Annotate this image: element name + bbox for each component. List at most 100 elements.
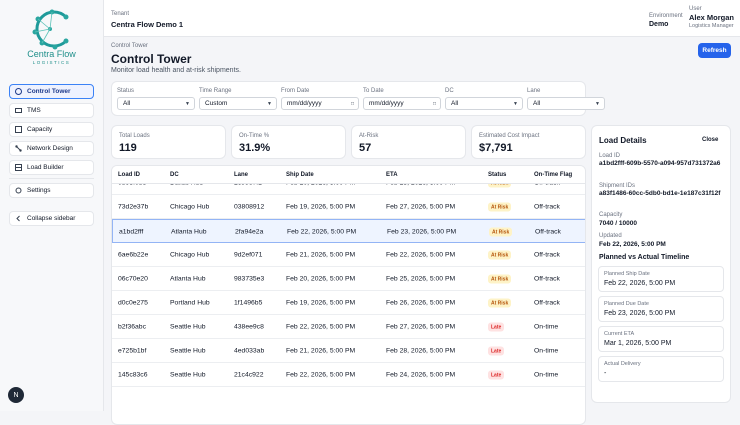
filter-value: All bbox=[451, 100, 459, 107]
collapse-button[interactable]: Collapse sidebar bbox=[9, 211, 94, 226]
table-cell: a1bd2fff bbox=[119, 228, 144, 236]
filter-value: All bbox=[123, 100, 131, 107]
table-row[interactable]: b2f36abc Seattle Hub 438ee9c8 Feb 22, 2026,… bbox=[112, 315, 585, 339]
table-cell: d0c0e275 bbox=[118, 299, 148, 307]
table-cell: Off-track bbox=[534, 203, 560, 211]
table-cell: 2fa94e2a bbox=[235, 228, 264, 236]
kpi-value: 57 bbox=[359, 142, 372, 154]
filter-input[interactable]: All ▼ bbox=[117, 97, 195, 110]
breadcrumb: Control Tower bbox=[111, 43, 148, 49]
filter-input[interactable]: mm/dd/yyyy □ bbox=[281, 97, 359, 110]
filter-label: To Date bbox=[363, 88, 384, 94]
table-row[interactable]: 145c83c6 Seattle Hub 21c4c922 Feb 22, 2026,… bbox=[112, 363, 585, 387]
timeline-card: Actual Delivery - bbox=[598, 356, 724, 382]
table-cell: Chicago Hub bbox=[170, 203, 210, 211]
table-cell: Portland Hub bbox=[170, 299, 210, 307]
tagline: LOGISTICS bbox=[32, 60, 71, 65]
table-cell: Seattle Hub bbox=[170, 371, 206, 379]
details-title: Load Details bbox=[599, 136, 647, 145]
brand: Centra Flow bbox=[27, 49, 76, 59]
filter-input[interactable]: Custom ▼ bbox=[199, 97, 277, 110]
table-cell: Seattle Hub bbox=[170, 347, 206, 355]
field-value: a83f1486-60cc-5db0-bd1e-1e187c31f12f bbox=[599, 190, 721, 197]
table-cell: 9d2ef071 bbox=[234, 251, 263, 259]
filter-input[interactable]: All ▼ bbox=[445, 97, 523, 110]
tenant-label: Tenant bbox=[111, 11, 130, 17]
table-cell: 06c70e20 bbox=[118, 275, 148, 283]
table-row[interactable]: d0c0e275 Portland Hub 1f1496b5 Feb 19, 2026… bbox=[112, 291, 585, 315]
filter-label: DC bbox=[445, 88, 454, 94]
column-header: DC bbox=[170, 172, 179, 178]
close-button[interactable]: Close bbox=[702, 137, 719, 143]
table-header: Load ID DC Lane Ship Date ETA Status On-Time F… bbox=[112, 166, 585, 184]
table-row[interactable]: a1bd2fff Atlanta Hub 2fa94e2a Feb 22, 2026,… bbox=[112, 219, 585, 243]
nav-label: Collapse sidebar bbox=[27, 215, 76, 222]
status-badge: At Risk bbox=[488, 202, 512, 212]
table-cell: Feb 22, 2026, 5:00 PM bbox=[286, 371, 356, 379]
field-value: 7040 / 10000 bbox=[599, 220, 637, 227]
table-cell: Feb 23, 2026, 5:00 PM bbox=[387, 228, 457, 236]
field-label: Capacity bbox=[599, 212, 623, 218]
nav-item[interactable]: TMS bbox=[9, 103, 94, 118]
nav-item[interactable]: Capacity bbox=[9, 122, 94, 137]
environment: Demo bbox=[649, 21, 669, 28]
column-header: Load ID bbox=[118, 172, 140, 178]
table-row[interactable]: e725b1bf Seattle Hub 4ed033ab Feb 21, 2026,… bbox=[112, 339, 585, 363]
table-cell: Feb 26, 2026, 5:00 PM bbox=[386, 299, 456, 307]
kpi-card: At-Risk 57 bbox=[351, 125, 466, 159]
filter-input[interactable]: All ▼ bbox=[527, 97, 605, 110]
column-header: ETA bbox=[386, 172, 398, 178]
user-name: Alex Morgan bbox=[689, 13, 735, 22]
table-cell: Feb 27, 2026, 5:00 PM bbox=[386, 203, 456, 211]
status-badge: At Risk bbox=[489, 227, 513, 237]
table-cell: Feb 27, 2026, 5:00 PM bbox=[386, 323, 456, 331]
filter-input[interactable]: mm/dd/yyyy □ bbox=[363, 97, 441, 110]
filter-label: Time Range bbox=[199, 88, 232, 94]
table-cell: Feb 21, 2026, 5:00 PM bbox=[286, 347, 356, 355]
table-row[interactable]: 6ae6b22e Chicago Hub 9d2ef071 Feb 21, 2026,… bbox=[112, 243, 585, 267]
timeline-value: - bbox=[604, 370, 607, 377]
table-cell: Feb 22, 2026, 5:00 PM bbox=[386, 251, 456, 259]
filter-value: mm/dd/yyyy bbox=[369, 100, 404, 107]
table-cell: Feb 22, 2026, 5:00 PM bbox=[286, 323, 356, 331]
column-header: Status bbox=[488, 172, 507, 178]
kpi-value: 31.9% bbox=[239, 142, 271, 154]
timeline-value: Mar 1, 2026, 5:00 PM bbox=[604, 340, 672, 347]
table-cell: Chicago Hub bbox=[170, 251, 210, 259]
table-row[interactable]: 73d2e37b Chicago Hub 03808912 Feb 19, 2026,… bbox=[112, 195, 585, 219]
nav-item[interactable]: Load Builder bbox=[9, 160, 94, 175]
status-badge: Late bbox=[488, 322, 505, 332]
table-row[interactable]: 06c70e20 Atlanta Hub 983735e3 Feb 20, 2026,… bbox=[112, 267, 585, 291]
nav-item[interactable]: Control Tower bbox=[9, 84, 94, 99]
kpi-card: Total Loads 119 bbox=[111, 125, 226, 159]
table-cell: Off-track bbox=[535, 228, 561, 236]
avatar[interactable]: N bbox=[8, 387, 24, 403]
timeline-label: Current ETA bbox=[604, 331, 635, 337]
table-cell: 03808912 bbox=[234, 203, 265, 211]
user-role: Logistics Manager bbox=[689, 23, 734, 29]
table-cell: 438ee9c8 bbox=[234, 323, 264, 331]
nav-item[interactable]: Network Design bbox=[9, 141, 94, 156]
status-badge: At Risk bbox=[488, 274, 512, 284]
table-cell: Off-track bbox=[534, 299, 560, 307]
table-cell: On-time bbox=[534, 323, 559, 331]
kpi-value: 119 bbox=[119, 142, 137, 154]
refresh-button[interactable]: Refresh bbox=[698, 43, 731, 58]
table-cell: Feb 19, 2026, 5:00 PM bbox=[286, 299, 356, 307]
field-value: a1bd2fff-609b-5570-a094-957d731372a6 bbox=[599, 160, 721, 167]
nav-label: Load Builder bbox=[27, 164, 64, 171]
table-cell: 1f1496b5 bbox=[234, 299, 263, 307]
filter-value: mm/dd/yyyy bbox=[287, 100, 322, 107]
column-header: On-Time Flag bbox=[534, 172, 573, 178]
logo bbox=[32, 9, 69, 50]
table-cell: e725b1bf bbox=[118, 347, 147, 355]
table-cell: Off-track bbox=[534, 251, 560, 259]
nav-item[interactable]: Settings bbox=[9, 183, 94, 198]
input-icon: ▼ bbox=[267, 100, 272, 107]
status-badge: Late bbox=[488, 346, 505, 356]
user-label: User bbox=[689, 6, 702, 12]
table-cell: 73d2e37b bbox=[118, 203, 149, 211]
table-cell: Seattle Hub bbox=[170, 323, 206, 331]
details-panel: Load Details Close Load ID a1bd2fff-609b… bbox=[591, 125, 731, 403]
sidebar: Centra Flow LOGISTICS Control Tower TMS … bbox=[0, 0, 104, 411]
